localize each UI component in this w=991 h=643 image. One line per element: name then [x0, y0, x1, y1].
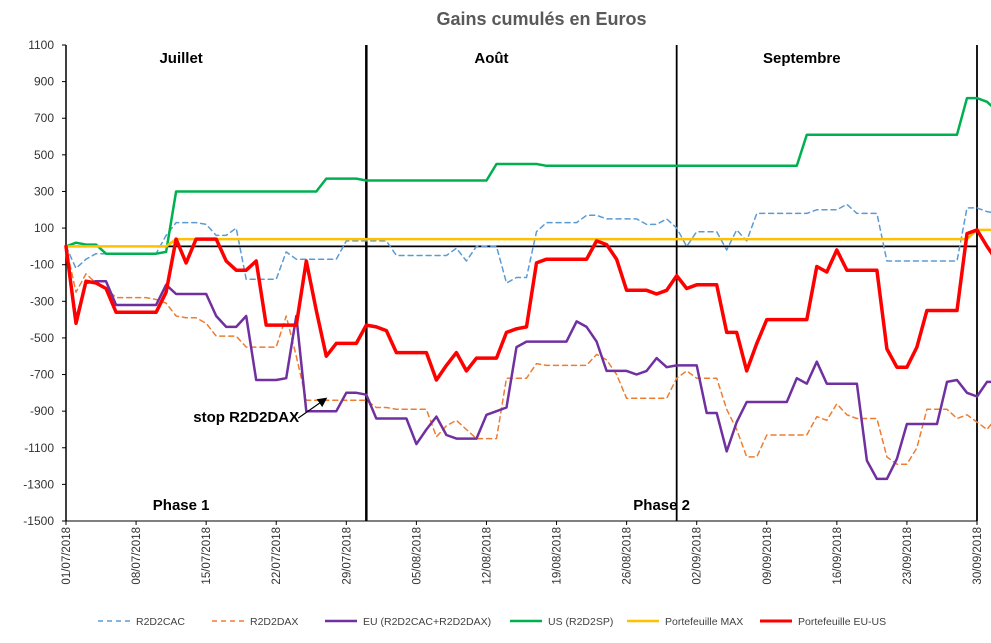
month-label: Août: [474, 50, 508, 67]
x-tick-label: 09/09/2018: [762, 527, 774, 585]
legend-label: R2D2DAX: [250, 616, 298, 628]
y-tick-label: -500: [30, 331, 54, 345]
legend-label: EU (R2D2CAC+R2D2DAX): [363, 616, 491, 628]
y-tick-label: -300: [30, 294, 54, 308]
y-tick-label: -1300: [23, 477, 54, 491]
annotation-label: stop R2D2DAX: [193, 409, 299, 426]
y-tick-label: 900: [34, 75, 54, 89]
chart-title: Gains cumulés en Euros: [436, 9, 646, 29]
x-tick-label: 15/07/2018: [201, 527, 213, 585]
x-tick-label: 29/07/2018: [341, 527, 353, 585]
x-tick-label: 08/07/2018: [131, 527, 143, 585]
x-tick-label: 02/09/2018: [692, 527, 704, 585]
x-tick-label: 23/09/2018: [902, 527, 914, 585]
legend-label: US (R2D2SP): [548, 616, 613, 628]
month-label: Juillet: [159, 50, 202, 67]
y-tick-label: 700: [34, 111, 54, 125]
x-tick-label: 19/08/2018: [552, 527, 564, 585]
x-tick-label: 05/08/2018: [411, 527, 423, 585]
legend-label: R2D2CAC: [136, 616, 185, 628]
annotation-arrow: [297, 397, 328, 419]
y-tick-label: -1500: [23, 514, 54, 528]
month-label: Septembre: [763, 50, 841, 67]
y-tick-label: -100: [30, 258, 54, 272]
y-tick-label: -900: [30, 404, 54, 418]
x-tick-label: 12/08/2018: [481, 527, 493, 585]
y-tick-label: 300: [34, 184, 54, 198]
phase-label: Phase 1: [153, 497, 210, 514]
phase-label: Phase 2: [633, 497, 690, 514]
y-tick-label: -700: [30, 368, 54, 382]
legend-label: Portefeuille EU-US: [798, 616, 886, 628]
y-tick-label: -1100: [24, 441, 54, 455]
x-tick-label: 26/08/2018: [622, 527, 634, 585]
x-tick-label: 22/07/2018: [271, 527, 283, 585]
y-tick-label: 100: [34, 221, 54, 235]
series-line-eu-r2d2cac-r2d2dax: [64, 245, 991, 481]
series-line-us-r2d2sp: [64, 96, 991, 255]
legend-label: Portefeuille MAX: [665, 616, 743, 628]
series-line-r2d2dax: [65, 245, 991, 465]
x-tick-label: 30/09/2018: [972, 527, 984, 585]
series-line-portefeuille-max: [64, 228, 991, 248]
x-tick-label: 01/07/2018: [61, 527, 73, 585]
series-line-r2d2cac: [65, 203, 991, 284]
y-tick-label: 500: [34, 148, 54, 162]
series-line-portefeuille-eu-us: [64, 228, 991, 382]
x-tick-label: 16/09/2018: [832, 527, 844, 585]
y-tick-label: 1100: [28, 38, 54, 52]
